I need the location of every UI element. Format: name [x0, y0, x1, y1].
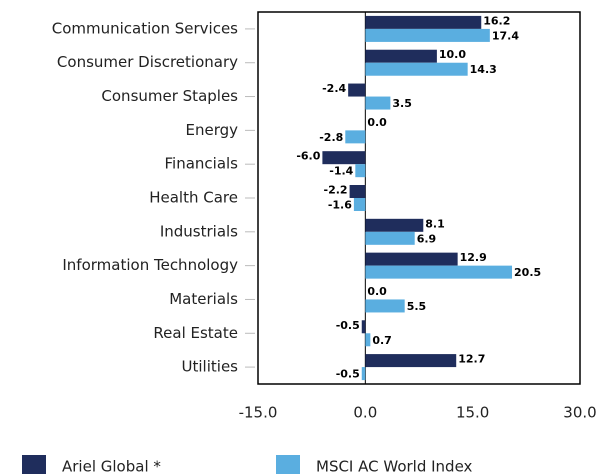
- value-label: 10.0: [439, 48, 466, 61]
- bar: [365, 265, 513, 279]
- value-label: 16.2: [483, 14, 510, 27]
- bar: [365, 96, 391, 110]
- bar: [349, 185, 366, 198]
- legend-label: MSCI AC World Index: [316, 458, 473, 474]
- value-label: 0.0: [367, 285, 387, 298]
- bar: [365, 49, 437, 63]
- value-label: -2.2: [324, 184, 348, 197]
- bar: [355, 164, 366, 178]
- value-label: -0.5: [336, 319, 360, 332]
- bar: [365, 252, 458, 266]
- legend-label: Ariel Global *: [62, 458, 161, 474]
- x-tick-label: 30.0: [563, 404, 596, 422]
- value-label: -0.5: [336, 368, 360, 381]
- category-label: Energy: [185, 121, 238, 139]
- value-label: 12.7: [458, 353, 485, 366]
- value-label: -1.4: [329, 165, 353, 178]
- category-label: Information Technology: [62, 256, 238, 274]
- category-label: Financials: [165, 155, 239, 173]
- bar: [365, 28, 490, 42]
- value-label: 0.0: [367, 116, 387, 129]
- bar: [361, 320, 366, 334]
- value-label: 8.1: [425, 217, 445, 230]
- bar: [365, 299, 405, 313]
- x-tick-label: 15.0: [456, 404, 489, 422]
- legend-swatch: [22, 455, 46, 474]
- bar: [365, 15, 482, 29]
- bar: [365, 231, 415, 245]
- bar: [365, 354, 457, 368]
- category-label: Consumer Staples: [101, 87, 238, 105]
- category-label: Communication Services: [52, 19, 238, 37]
- bar: [365, 62, 468, 76]
- category-label: Real Estate: [153, 324, 238, 342]
- value-label: 6.9: [417, 232, 437, 245]
- value-label: -6.0: [296, 150, 320, 163]
- value-label: 0.7: [372, 334, 392, 347]
- category-label: Materials: [169, 290, 238, 308]
- bar: [365, 218, 424, 232]
- bar: [322, 151, 366, 165]
- value-label: 20.5: [514, 266, 541, 279]
- category-label: Consumer Discretionary: [57, 53, 238, 71]
- plot-border: [257, 11, 581, 385]
- value-label: -2.4: [322, 82, 346, 95]
- value-label: 17.4: [492, 29, 519, 42]
- value-label: 3.5: [392, 97, 412, 110]
- value-label: 14.3: [470, 63, 497, 76]
- bar: [353, 198, 366, 211]
- value-label: -1.6: [328, 199, 352, 212]
- category-label: Health Care: [149, 189, 238, 207]
- value-label: 5.5: [407, 300, 427, 313]
- bar: [361, 367, 366, 381]
- x-tick-label: 0.0: [353, 404, 377, 422]
- bar: [365, 333, 371, 347]
- value-label: -2.8: [319, 131, 343, 144]
- value-label: 12.9: [460, 251, 487, 264]
- bar: [345, 130, 366, 144]
- legend-swatch: [276, 455, 300, 474]
- x-tick-label: -15.0: [239, 404, 278, 422]
- bar: [348, 83, 366, 97]
- category-label: Industrials: [160, 222, 238, 240]
- category-label: Utilities: [182, 358, 239, 376]
